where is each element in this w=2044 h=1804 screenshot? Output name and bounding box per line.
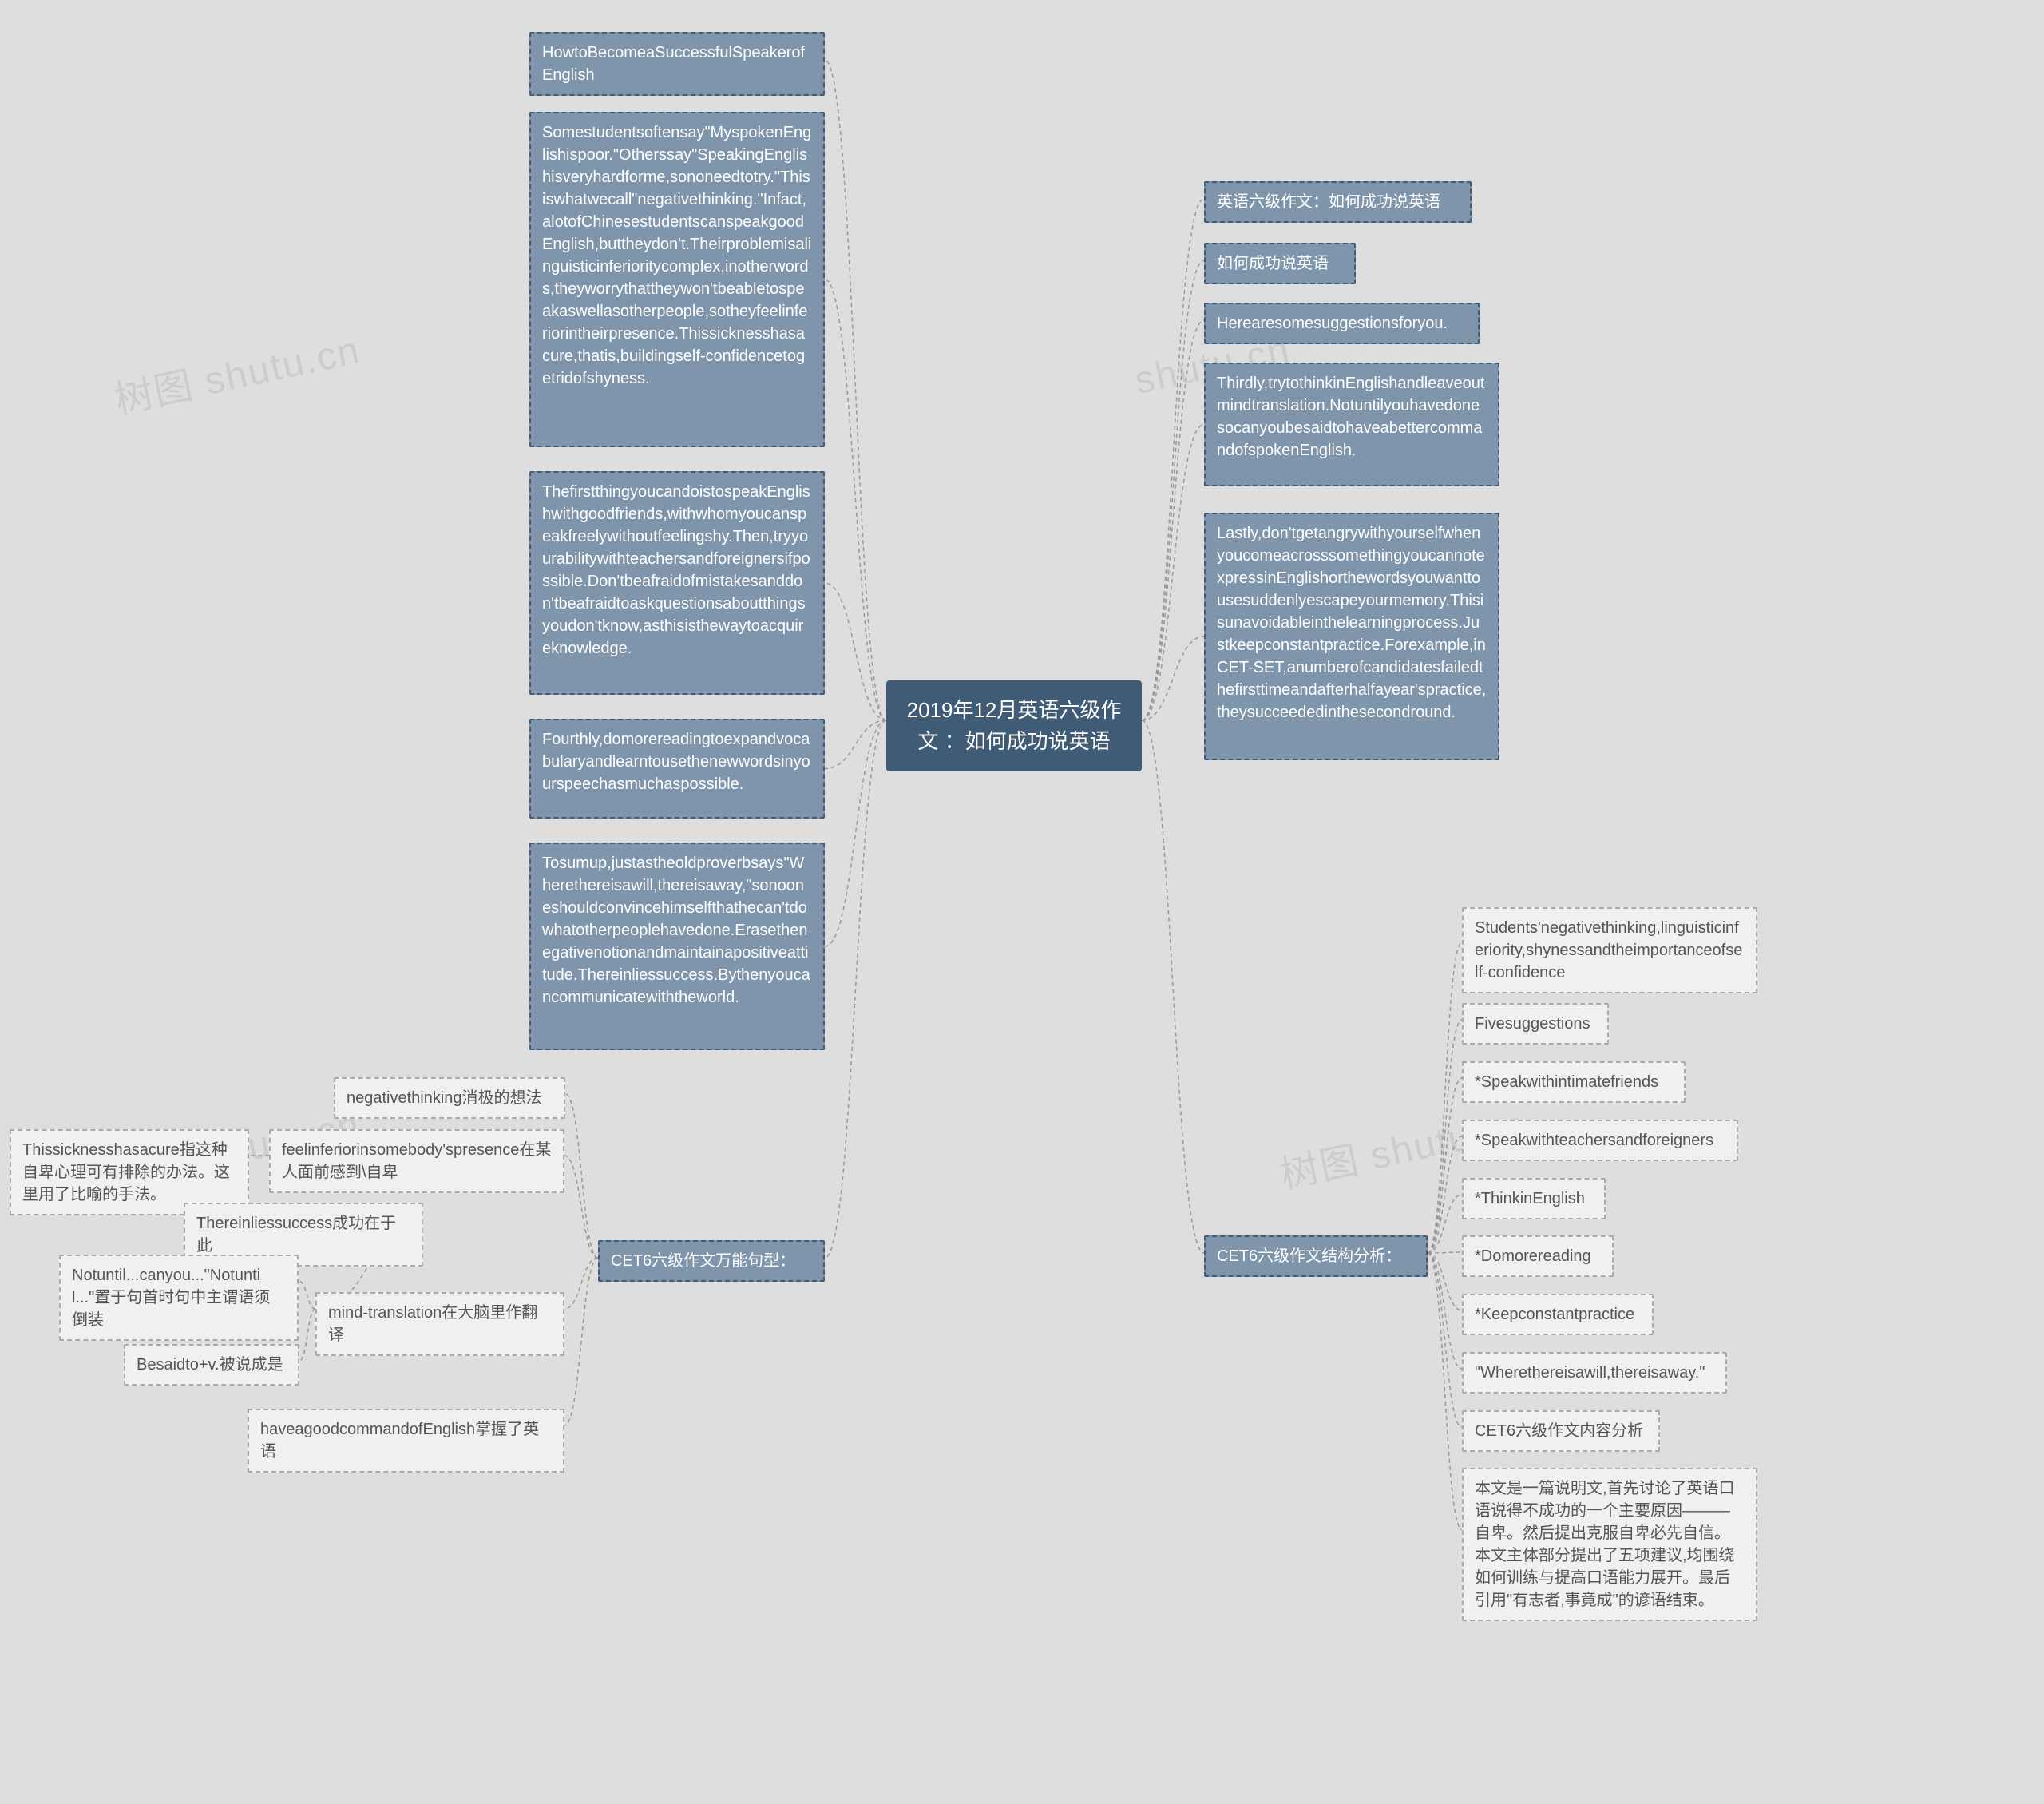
node-label: 英语六级作文：如何成功说英语 xyxy=(1217,193,1440,211)
node-label: 如何成功说英语 xyxy=(1217,255,1329,272)
node-label: HowtoBecomeaSuccessfulSpeakerofEnglish xyxy=(542,44,805,84)
mindmap-node[interactable]: Herearesomesuggestionsforyou. xyxy=(1204,303,1480,344)
node-label: Fourthly,domorereadingtoexpandvocabulary… xyxy=(542,731,810,793)
connector xyxy=(1142,260,1204,720)
node-label: Notuntil...canyou..."Notuntil..."置于句首时句中… xyxy=(72,1267,270,1329)
mindmap-subnode[interactable]: Besaidto+v.被说成是 xyxy=(124,1344,299,1386)
connector xyxy=(1142,425,1204,721)
mindmap-node[interactable]: Lastly,don'tgetangrywithyourselfwhenyouc… xyxy=(1204,513,1499,760)
mindmap-node[interactable]: Somestudentsoftensay"MyspokenEnglishispo… xyxy=(529,112,825,447)
mindmap-node[interactable]: Fourthly,domorereadingtoexpandvocabulary… xyxy=(529,719,825,819)
mindmap-node[interactable]: HowtoBecomeaSuccessfulSpeakerofEnglish xyxy=(529,32,825,96)
node-label: *Keepconstantpractice xyxy=(1475,1306,1634,1323)
root-node[interactable]: 2019年12月英语六级作文 ：如何成功说英语 xyxy=(886,680,1142,771)
node-label: Fivesuggestions xyxy=(1475,1015,1590,1033)
mindmap-node[interactable]: CET6六级作文万能句型： xyxy=(598,1240,825,1282)
connector xyxy=(825,583,886,720)
connector xyxy=(299,1281,315,1309)
connector xyxy=(1142,720,1204,1253)
node-label: Thirdly,trytothinkinEnglishandleaveoutmi… xyxy=(1217,375,1484,459)
connector xyxy=(1428,1253,1462,1530)
connector xyxy=(825,280,886,720)
node-label: *Speakwithintimatefriends xyxy=(1475,1073,1658,1091)
connector xyxy=(1428,1253,1462,1310)
mindmap-node[interactable]: 英语六级作文：如何成功说英语 xyxy=(1204,181,1472,223)
node-label: 本文是一篇说明文,首先讨论了英语口语说得不成功的一个主要原因———自卑。然后提出… xyxy=(1475,1480,1735,1609)
mindmap-subnode[interactable]: "Wherethereisawill,thereisaway." xyxy=(1462,1352,1727,1394)
mindmap-node[interactable]: ThefirstthingyoucandoistospeakEnglishwit… xyxy=(529,471,825,695)
mindmap-subnode[interactable]: 本文是一篇说明文,首先讨论了英语口语说得不成功的一个主要原因———自卑。然后提出… xyxy=(1462,1468,1757,1621)
mindmap-node[interactable]: 如何成功说英语 xyxy=(1204,243,1356,284)
node-label: "Wherethereisawill,thereisaway." xyxy=(1475,1364,1705,1382)
node-label: haveagoodcommandofEnglish掌握了英语 xyxy=(260,1421,539,1461)
connector xyxy=(825,720,886,769)
node-label: Besaidto+v.被说成是 xyxy=(137,1356,283,1374)
connector xyxy=(1428,1253,1462,1427)
connector xyxy=(565,1094,598,1258)
connector xyxy=(1428,1020,1462,1253)
connector xyxy=(564,1156,598,1258)
connector xyxy=(1428,1252,1462,1253)
node-label: CET6六级作文结构分析： xyxy=(1217,1247,1401,1265)
mindmap-node[interactable]: CET6六级作文结构分析： xyxy=(1204,1235,1428,1277)
node-label: *Domorereading xyxy=(1475,1247,1591,1265)
mindmap-subnode[interactable]: feelinferiorinsomebody'spresence在某人面前感到\… xyxy=(269,1129,564,1193)
mindmap-subnode[interactable]: *Keepconstantpractice xyxy=(1462,1294,1654,1335)
watermark: 树图 shutu.cn xyxy=(109,318,365,425)
connector xyxy=(1428,1136,1462,1253)
mindmap-subnode[interactable]: Notuntil...canyou..."Notuntil..."置于句首时句中… xyxy=(59,1255,299,1341)
node-label: Somestudentsoftensay"MyspokenEnglishispo… xyxy=(542,124,811,387)
node-label: *ThinkinEnglish xyxy=(1475,1190,1585,1207)
node-label: Students'negativethinking,linguisticinfe… xyxy=(1475,919,1742,981)
node-label: feelinferiorinsomebody'spresence在某人面前感到\… xyxy=(282,1141,551,1181)
mindmap-node[interactable]: Tosumup,justastheoldproverbsays"Wherethe… xyxy=(529,843,825,1050)
mindmap-subnode[interactable]: mind-translation在大脑里作翻译 xyxy=(315,1292,564,1356)
node-label: CET6六级作文内容分析 xyxy=(1475,1422,1643,1440)
connector xyxy=(564,1258,598,1309)
mindmap-node[interactable]: Thirdly,trytothinkinEnglishandleaveoutmi… xyxy=(1204,363,1499,486)
connector xyxy=(1142,636,1204,720)
mindmap-subnode[interactable]: *Speakwithintimatefriends xyxy=(1462,1061,1686,1103)
mindmap-subnode[interactable]: Students'negativethinking,linguisticinfe… xyxy=(1462,907,1757,993)
node-label: Herearesomesuggestionsforyou. xyxy=(1217,315,1448,332)
node-label: *Speakwithteachersandforeigners xyxy=(1475,1132,1713,1149)
connector xyxy=(299,1309,315,1361)
root-label: 2019年12月英语六级作文 ：如何成功说英语 xyxy=(907,698,1122,753)
mindmap-subnode[interactable]: CET6六级作文内容分析 xyxy=(1462,1410,1660,1452)
connector xyxy=(1428,1078,1462,1253)
mindmap-subnode[interactable]: *Domorereading xyxy=(1462,1235,1614,1277)
mindmap-subnode[interactable]: Fivesuggestions xyxy=(1462,1003,1609,1045)
node-label: ThefirstthingyoucandoistospeakEnglishwit… xyxy=(542,483,810,657)
node-label: CET6六级作文万能句型： xyxy=(611,1252,795,1270)
connector xyxy=(1142,199,1204,720)
node-label: mind-translation在大脑里作翻译 xyxy=(328,1304,537,1344)
node-label: Tosumup,justastheoldproverbsays"Wherethe… xyxy=(542,854,810,1006)
connector xyxy=(825,60,886,720)
connector xyxy=(825,720,886,946)
node-label: Thissicknesshasacure指这种自卑心理可有排除的办法。这里用了比… xyxy=(22,1141,230,1203)
connector xyxy=(1428,942,1462,1253)
mindmap-subnode[interactable]: negativethinking消极的想法 xyxy=(334,1077,565,1119)
connector xyxy=(825,720,886,1258)
connector xyxy=(1428,1195,1462,1253)
mindmap-subnode[interactable]: *Speakwithteachersandforeigners xyxy=(1462,1120,1738,1161)
node-label: Thereinliessuccess成功在于此 xyxy=(196,1215,396,1255)
connector xyxy=(1428,1253,1462,1369)
mindmap-subnode[interactable]: *ThinkinEnglish xyxy=(1462,1178,1606,1219)
connector xyxy=(564,1258,598,1425)
node-label: Lastly,don'tgetangrywithyourselfwhenyouc… xyxy=(1217,525,1486,721)
node-label: negativethinking消极的想法 xyxy=(347,1089,542,1107)
mindmap-subnode[interactable]: haveagoodcommandofEnglish掌握了英语 xyxy=(248,1409,564,1473)
connector xyxy=(1142,320,1204,720)
